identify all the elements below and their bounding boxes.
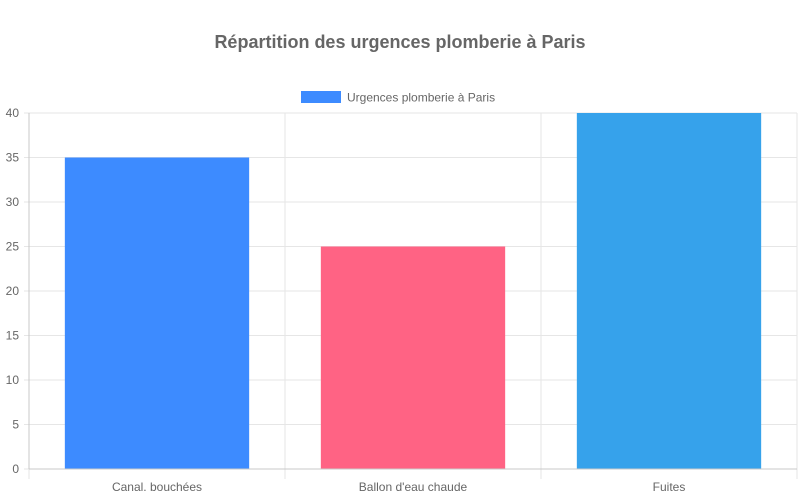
x-tick-label: Ballon d'eau chaude [359, 480, 468, 494]
bars [64, 113, 762, 470]
bar-1[interactable] [64, 157, 250, 470]
y-tick-label: 20 [6, 284, 20, 298]
x-tick-label: Canal. bouchées [112, 480, 202, 494]
tick-labels: 0 5 10 15 20 25 30 35 40 Canal. bouchées Ballon d'… [6, 106, 686, 494]
y-tick-label: 15 [6, 329, 20, 343]
y-tick-label: 10 [6, 373, 20, 387]
y-tick-label: 35 [6, 151, 20, 165]
axes [28, 113, 797, 470]
bar-2[interactable] [320, 246, 506, 470]
chart-title: Répartition des urgences plomberie à Par… [214, 32, 585, 52]
bar-3[interactable] [576, 113, 762, 469]
y-tick-label: 40 [6, 106, 20, 120]
y-tick-label: 0 [12, 462, 19, 476]
y-tick-label: 30 [6, 195, 20, 209]
legend[interactable]: Urgences plomberie à Paris [301, 91, 495, 105]
legend-swatch [301, 91, 341, 103]
y-tick-label: 25 [6, 240, 20, 254]
legend-label: Urgences plomberie à Paris [347, 91, 495, 105]
y-tick-label: 5 [12, 418, 19, 432]
x-tick-label: Fuites [653, 480, 686, 494]
